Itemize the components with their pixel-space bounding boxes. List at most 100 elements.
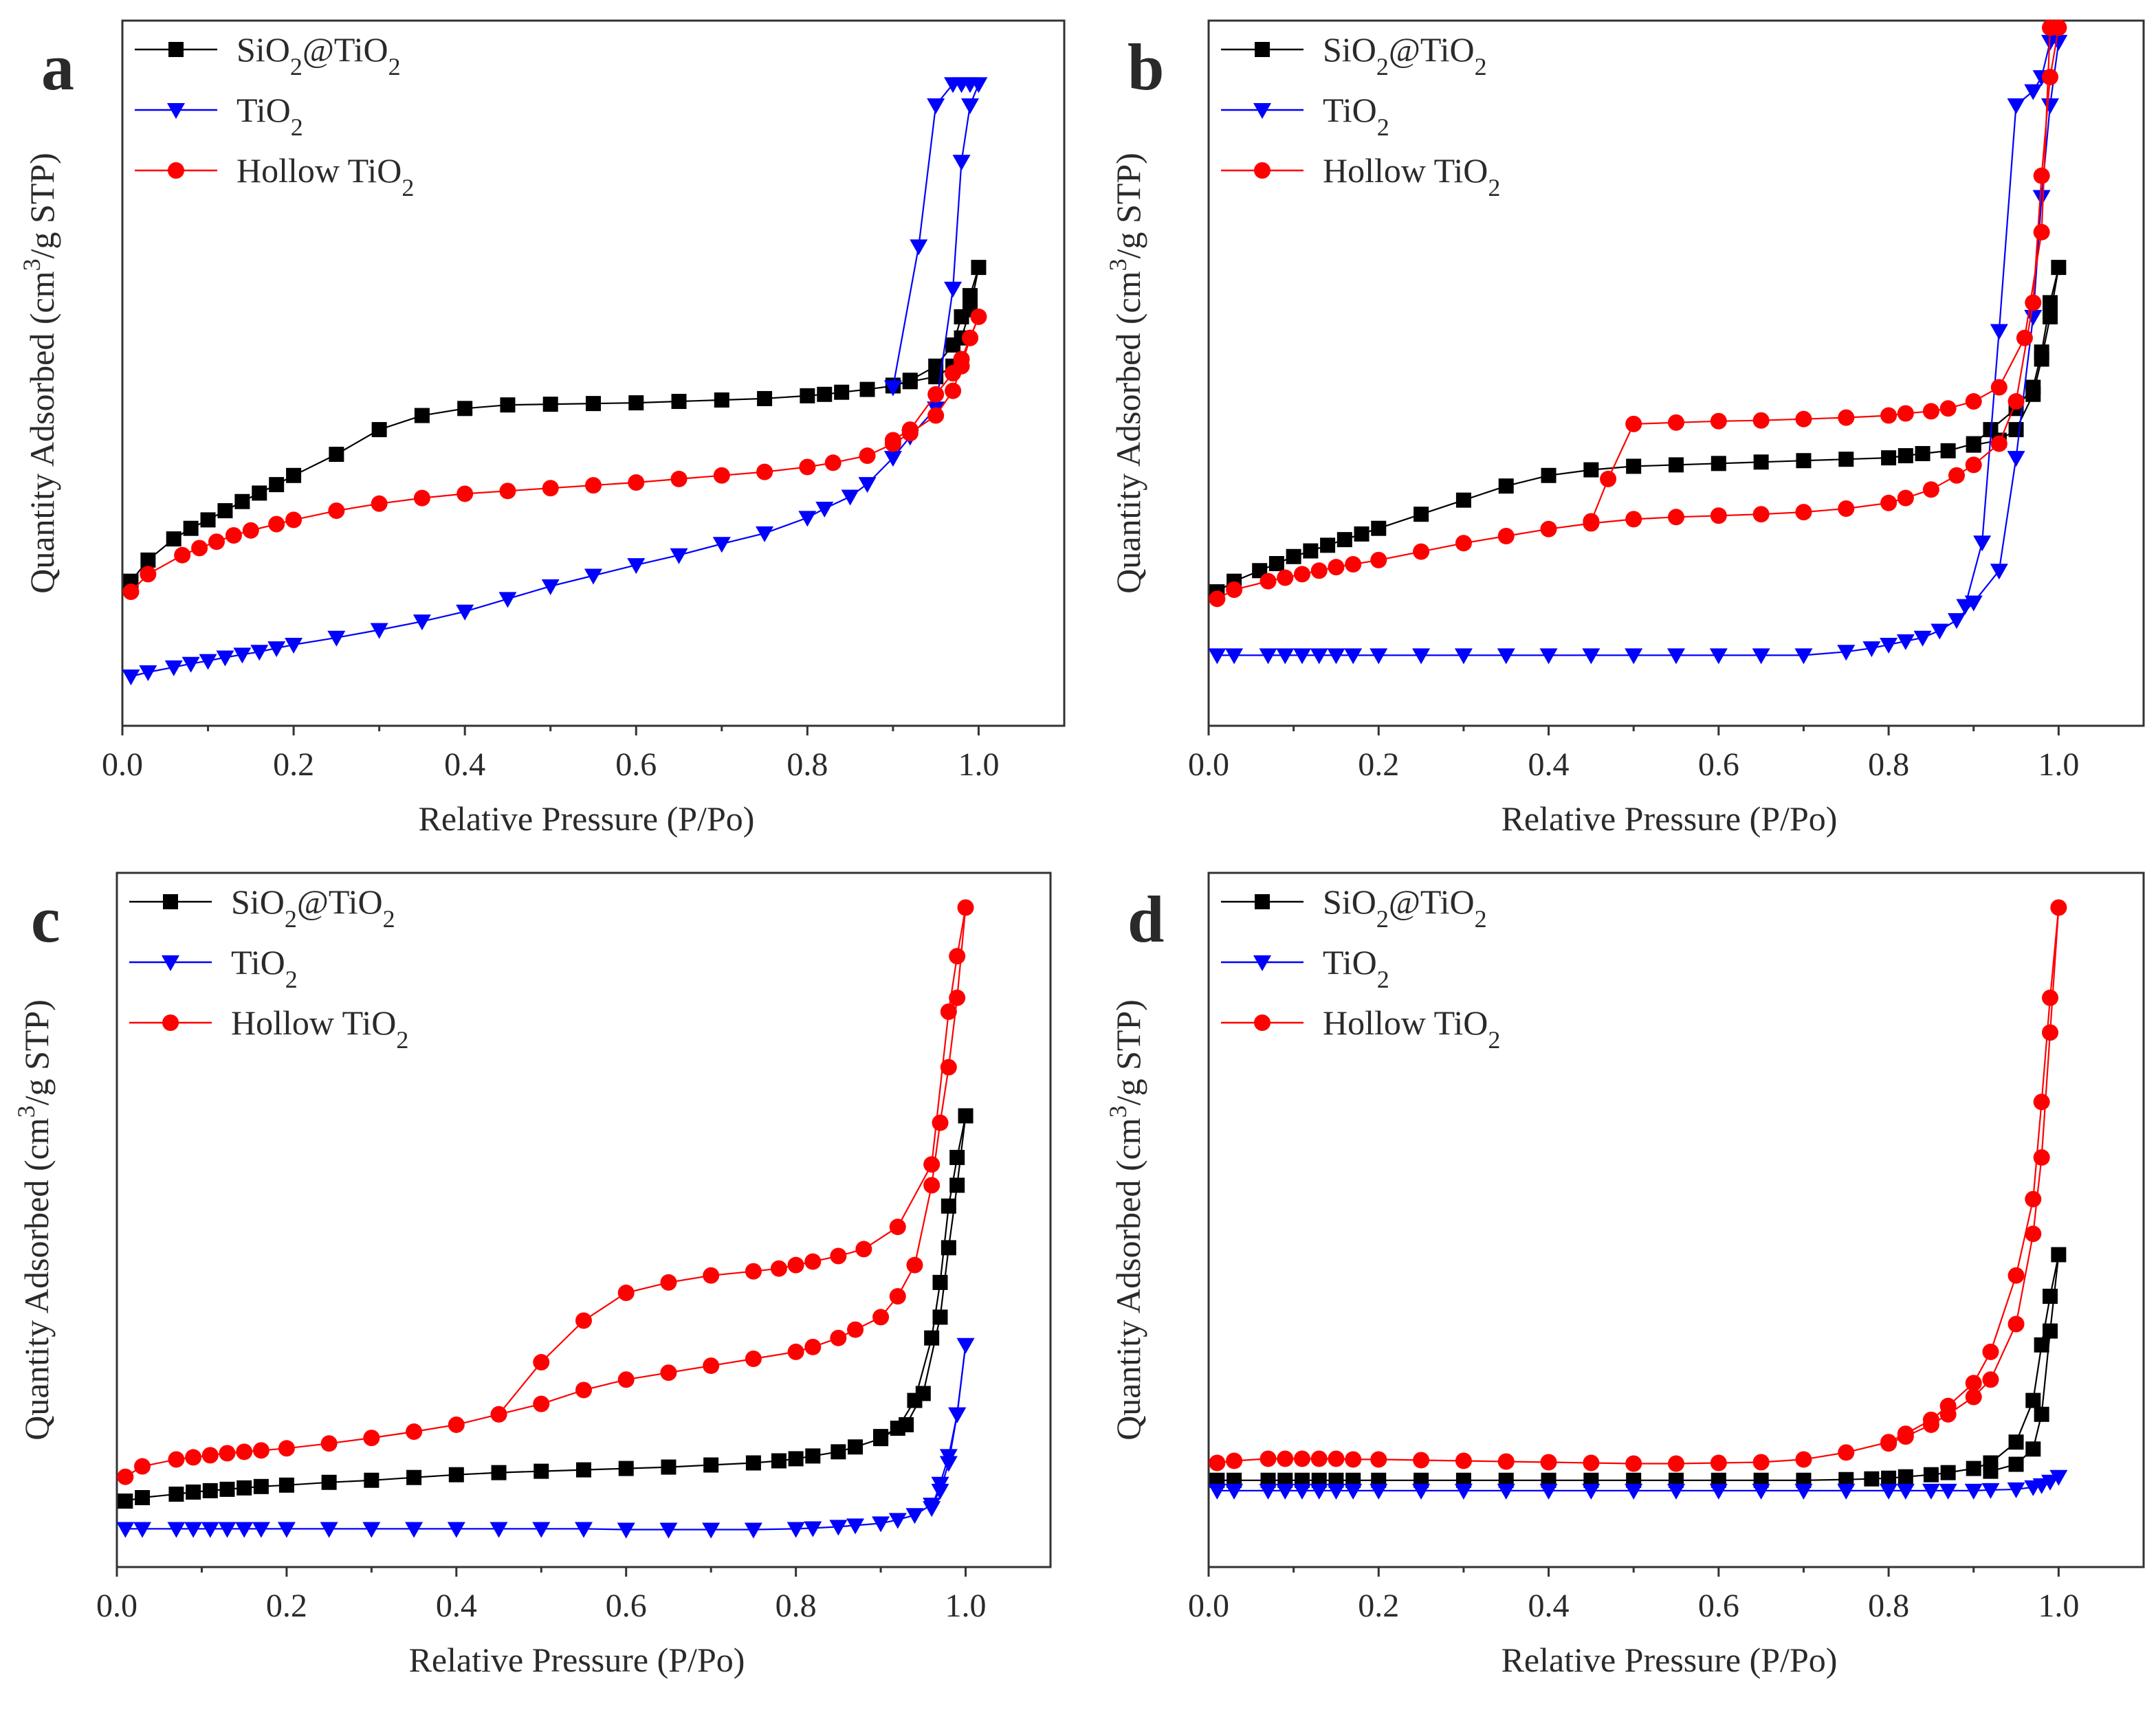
x-tick-label: 0.0: [96, 1588, 138, 1624]
data-point: [2034, 1337, 2049, 1353]
data-point: [1966, 436, 1981, 452]
data-point: [1294, 566, 1310, 583]
data-point: [1990, 435, 2008, 452]
data-point-desorption: [1668, 414, 1684, 431]
data-point: [884, 435, 901, 452]
data-point: [1583, 1454, 1600, 1472]
data-point: [618, 1461, 634, 1476]
data-point: [1922, 481, 1939, 498]
data-point: [872, 1516, 890, 1533]
data-point: [448, 1416, 465, 1433]
data-point: [2042, 989, 2058, 1006]
data-point: [969, 77, 988, 93]
data-point: [534, 1463, 549, 1479]
data-point: [1497, 648, 1515, 665]
data-point: [1412, 1483, 1431, 1500]
data-point-desorption: [1625, 415, 1642, 432]
data-point-desorption: [2042, 1024, 2058, 1041]
plot-area: [1209, 899, 2068, 1500]
data-point-desorption: [855, 1241, 872, 1258]
data-point-desorption: [575, 1312, 592, 1329]
data-point: [1838, 1472, 1854, 1487]
data-point: [1898, 1469, 1913, 1485]
data-point: [269, 477, 285, 493]
legend-marker: [163, 894, 178, 909]
data-point: [1260, 1450, 1277, 1467]
data-point: [1498, 478, 1514, 494]
data-point: [1794, 1483, 1813, 1500]
legend-item-tio2: TiO2: [1221, 943, 1389, 993]
chart-panel-b: 0.0 0.2 0.4 0.6 0.8 1.0 Relative Pressure (P/P…: [1104, 19, 2145, 838]
data-point-desorption: [2008, 422, 2024, 438]
data-point: [834, 384, 850, 400]
data-point: [201, 1447, 219, 1464]
data-point-desorption: [1973, 535, 1992, 552]
data-point: [1709, 648, 1728, 665]
legend-marker: [1253, 103, 1271, 119]
data-point: [962, 329, 978, 346]
x-tick-label: 0.2: [1358, 1588, 1399, 1624]
data-point: [533, 1395, 550, 1412]
data-point: [890, 1421, 905, 1436]
panel-letter: c: [31, 882, 60, 956]
data-point: [1370, 1483, 1388, 1500]
data-point: [1454, 648, 1473, 665]
data-point: [703, 1357, 720, 1375]
data-point: [1709, 1483, 1728, 1500]
y-axis-label: Quantity Adsorbed (cm3/g STP): [1104, 153, 1147, 594]
data-point-desorption: [2033, 223, 2050, 241]
data-point-desorption: [2043, 309, 2058, 324]
x-tick-label: 0.4: [436, 1588, 477, 1624]
data-point: [1990, 564, 2008, 580]
data-point: [1327, 648, 1345, 665]
data-point: [1582, 1483, 1600, 1500]
data-point: [1336, 532, 1352, 548]
x-tick-label: 1.0: [958, 746, 999, 783]
legend-label-tio2: TiO2: [1323, 943, 1389, 993]
data-point: [457, 401, 473, 417]
legend-item-sio2-at-tio2: SiO2@TiO2: [135, 30, 401, 80]
data-point: [202, 1483, 218, 1498]
data-point: [1752, 1483, 1770, 1500]
data-point: [1294, 1450, 1310, 1467]
data-point: [1880, 1434, 1898, 1451]
data-point: [712, 537, 731, 553]
data-point: [586, 396, 601, 412]
data-point: [962, 288, 978, 304]
data-point: [2051, 1247, 2067, 1263]
data-point: [954, 309, 969, 324]
data-point-desorption: [1710, 412, 1727, 430]
data-point: [2032, 190, 2051, 206]
data-point: [1226, 1452, 1243, 1469]
data-point: [948, 1407, 967, 1423]
data-point: [234, 493, 250, 509]
legend-item-hollow-tio2: Hollow TiO2: [135, 151, 414, 201]
data-point: [788, 1451, 804, 1467]
data-point: [927, 407, 945, 424]
data-point-desorption: [910, 239, 928, 256]
data-point: [1414, 507, 1429, 522]
data-point: [1838, 452, 1854, 467]
data-point: [1881, 1470, 1897, 1486]
data-point: [1913, 630, 1932, 647]
data-point: [320, 1522, 338, 1538]
data-point: [1864, 1471, 1880, 1487]
data-point: [945, 337, 961, 353]
data-point: [118, 1494, 133, 1509]
data-point: [242, 522, 259, 539]
data-point: [167, 1522, 186, 1538]
x-tick-label: 0.4: [444, 746, 485, 783]
data-point: [490, 1406, 507, 1423]
legend-item-tio2: TiO2: [135, 91, 303, 141]
data-point: [2033, 167, 2050, 184]
chart-panel-a: 0.0 0.2 0.4 0.6 0.8 1.0 Relative Pressure (P/P…: [18, 19, 1066, 838]
legend-label-hollow-tio2: Hollow TiO2: [1323, 151, 1500, 201]
legend-marker: [162, 1014, 179, 1031]
data-point: [670, 548, 688, 564]
data-point: [1837, 1483, 1856, 1500]
data-point: [1320, 537, 1336, 553]
data-point-desorption: [2025, 1441, 2041, 1457]
data-point: [1625, 1483, 1643, 1500]
data-point: [901, 425, 918, 442]
data-point: [183, 520, 199, 536]
